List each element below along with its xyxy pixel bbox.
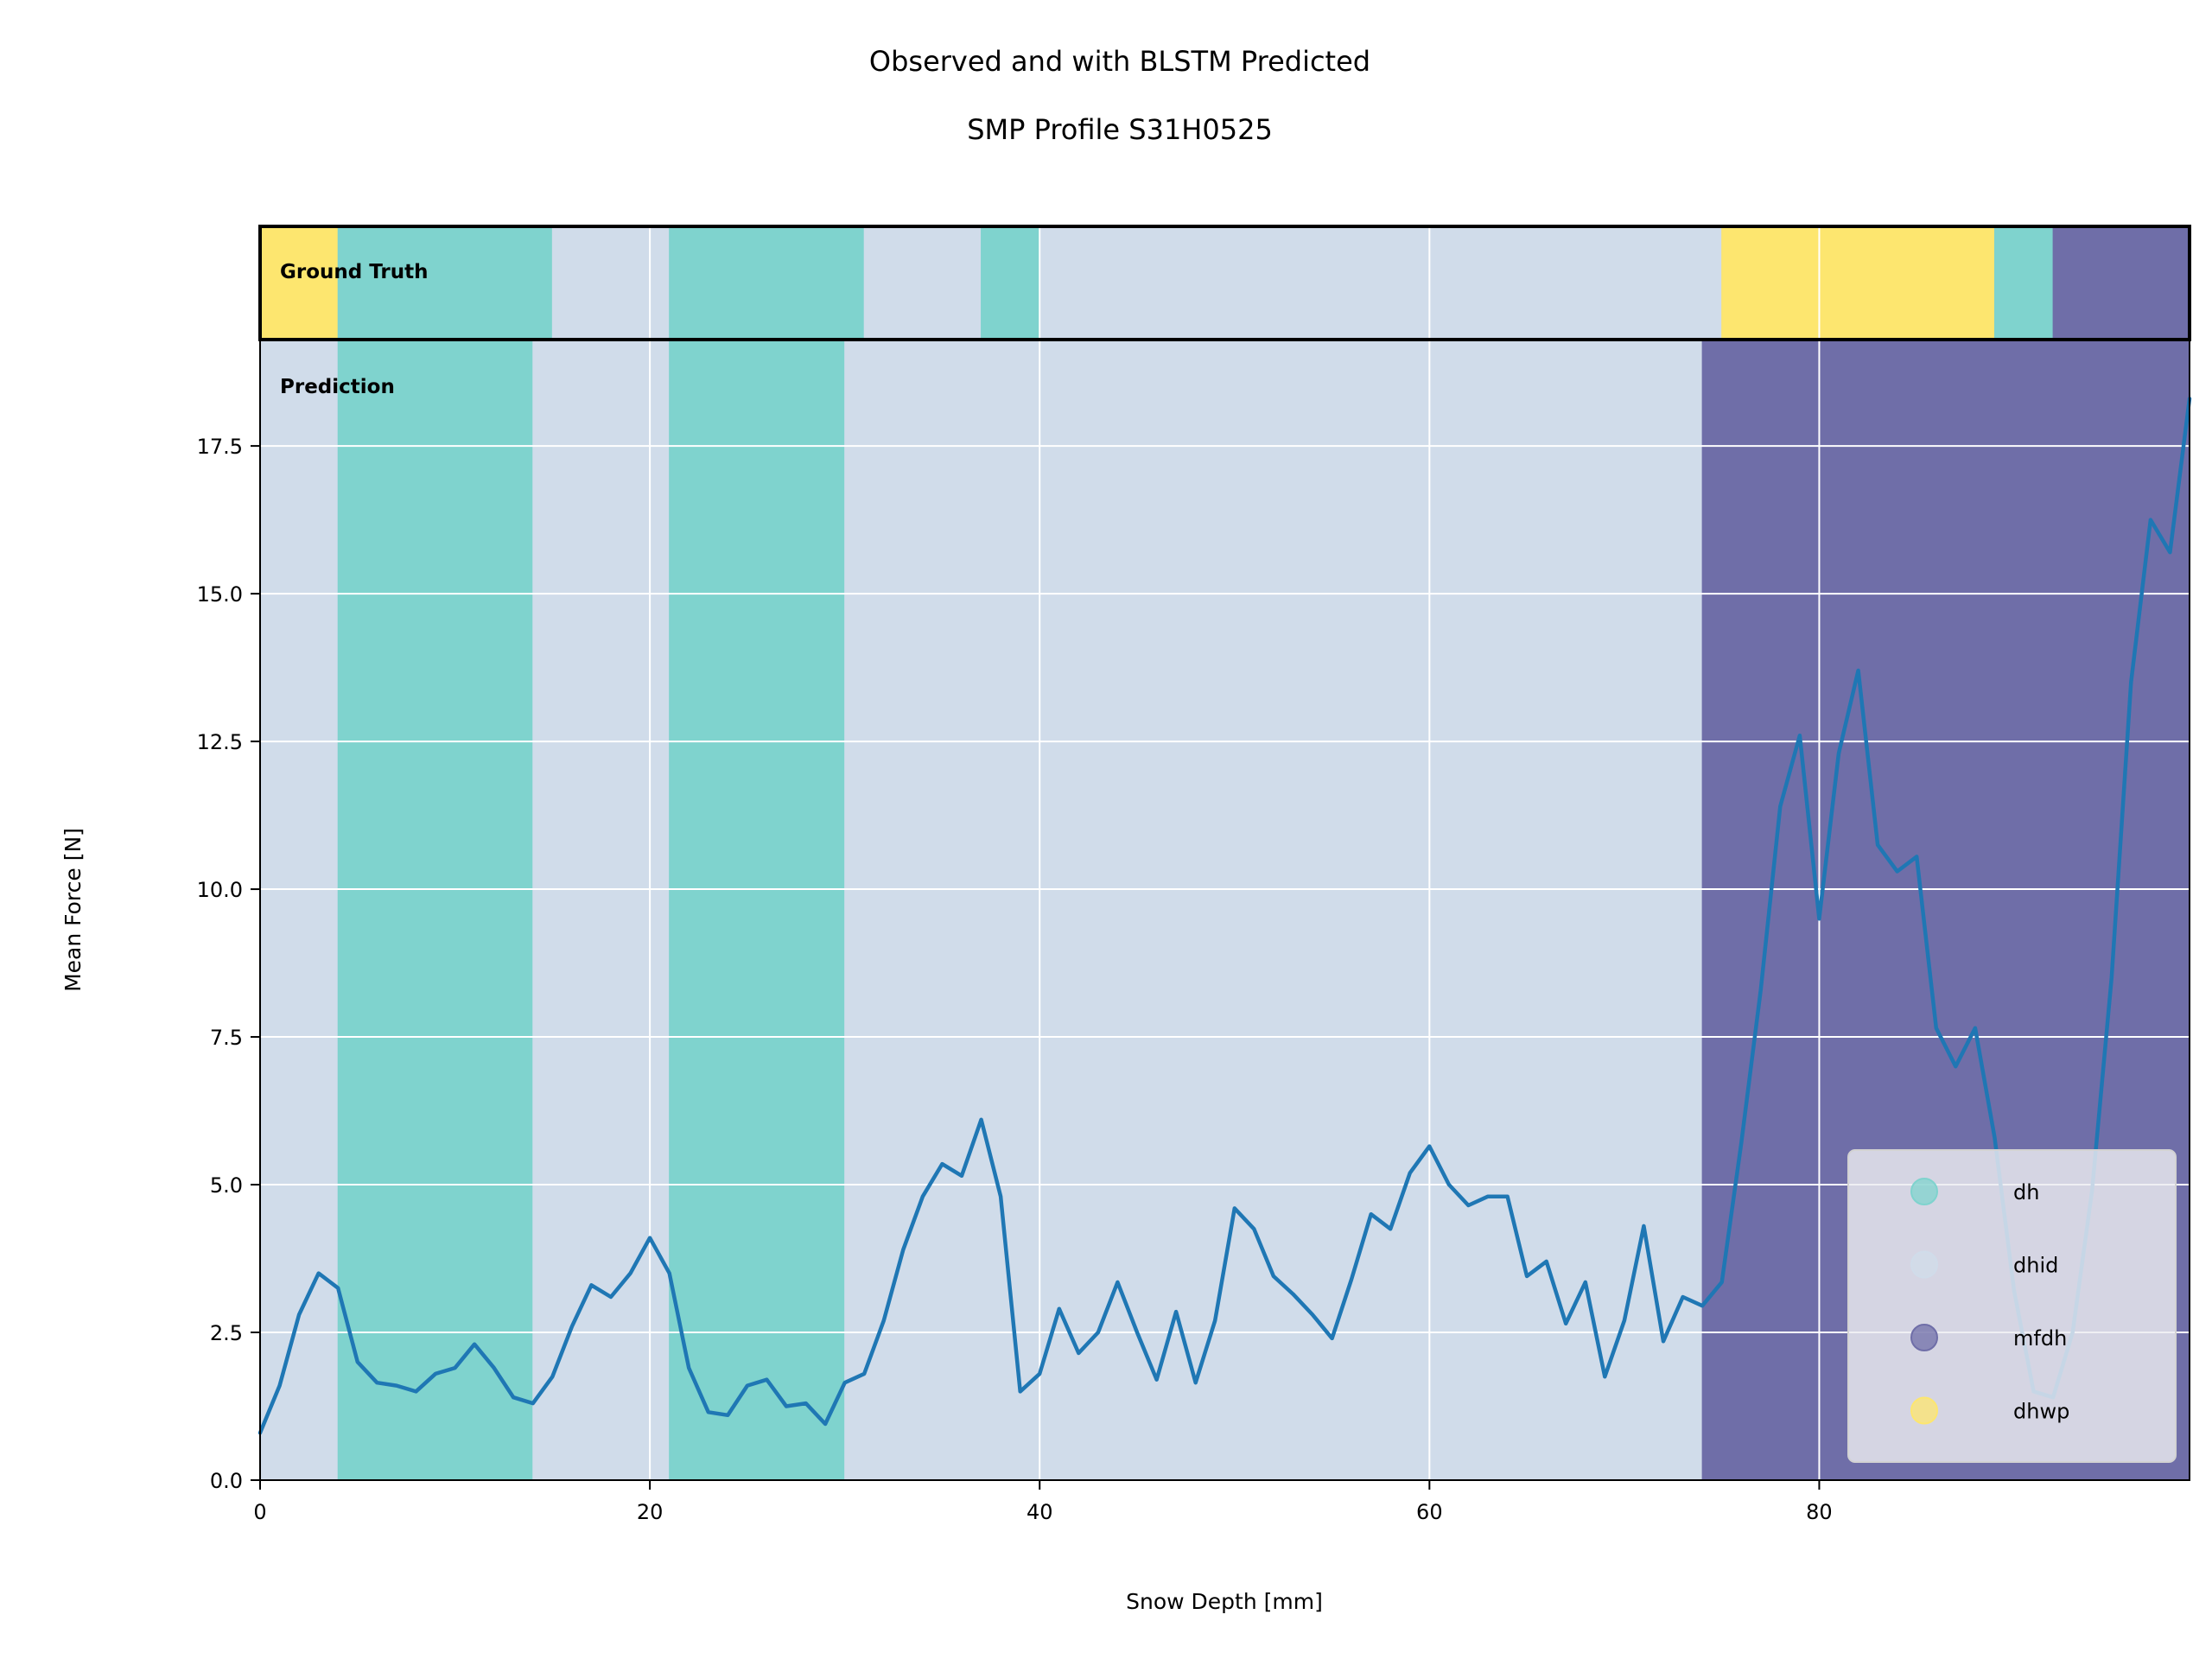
ground-truth-band-dhid	[863, 226, 982, 340]
legend-label-mfdh: mfdh	[2013, 1326, 2067, 1351]
ground-truth-band-dh	[337, 226, 553, 340]
y-tick-label: 15.0	[197, 582, 243, 607]
ground-truth-band-dhwp	[259, 226, 339, 340]
x-tick-label: 60	[1416, 1500, 1443, 1524]
legend: dh dhid mfdh dhwp	[1847, 1149, 2177, 1463]
prediction-band-dhid	[259, 339, 339, 1481]
legend-marker-dhid	[1910, 1250, 1938, 1279]
y-axis-ticks: 0.0 2.5 5.0 7.5 10.0 12.5 15.0 17.5	[197, 435, 260, 1493]
chart-title: Observed and with BLSTM Predicted	[869, 45, 1370, 78]
y-tick-label: 7.5	[210, 1026, 243, 1050]
ground-truth-band-dhid	[1039, 226, 1723, 340]
ground-truth-band-dhwp	[1721, 226, 1995, 340]
x-axis-label: Snow Depth [mm]	[1126, 1589, 1323, 1614]
x-tick-label: 40	[1027, 1500, 1053, 1524]
mean-force-line	[257, 397, 2192, 1435]
prediction-bands	[259, 339, 2190, 1481]
ground-truth-band-dh	[1993, 226, 2054, 340]
prediction-band-dh	[337, 339, 534, 1481]
legend-marker-dhwp	[1910, 1396, 1938, 1425]
prediction-band-dhid	[844, 339, 1703, 1481]
legend-label-dh: dh	[2013, 1180, 2039, 1205]
grid-lines	[259, 226, 2190, 1481]
legend-marker-dh	[1910, 1178, 1938, 1205]
ground-truth-bands	[259, 226, 2190, 340]
plot-frame	[259, 339, 2190, 1481]
legend-marker-mfdh	[1910, 1324, 1938, 1351]
prediction-band-dh	[669, 339, 846, 1481]
ground-truth-band-dhid	[551, 226, 671, 340]
prediction-band-dhid	[532, 339, 671, 1481]
y-axis-label: Mean Force [N]	[60, 828, 86, 992]
y-tick-label: 0.0	[210, 1469, 243, 1493]
y-tick-label: 10.0	[197, 878, 243, 902]
x-tick-label: 80	[1806, 1500, 1833, 1524]
chart-subtitle: SMP Profile S31H0525	[967, 113, 1273, 146]
ground-truth-label: Ground Truth	[280, 261, 429, 283]
ground-truth-band-dh	[981, 226, 1040, 340]
legend-box	[1847, 1149, 2177, 1463]
x-tick-label: 20	[637, 1500, 664, 1524]
y-tick-label: 2.5	[210, 1321, 243, 1345]
y-tick-label: 5.0	[210, 1173, 243, 1198]
y-tick-label: 12.5	[197, 730, 243, 754]
legend-label-dhid: dhid	[2013, 1254, 2058, 1278]
legend-label-dhwp: dhwp	[2013, 1400, 2069, 1424]
ground-truth-band-dh	[669, 226, 865, 340]
prediction-label: Prediction	[280, 376, 395, 398]
series-layer	[257, 397, 2192, 1435]
ground-truth-band-mfdh	[2052, 226, 2190, 340]
x-axis-ticks: 0 20 40 60 80	[253, 1480, 1833, 1524]
y-tick-label: 17.5	[197, 435, 243, 459]
x-tick-label: 0	[253, 1500, 266, 1524]
